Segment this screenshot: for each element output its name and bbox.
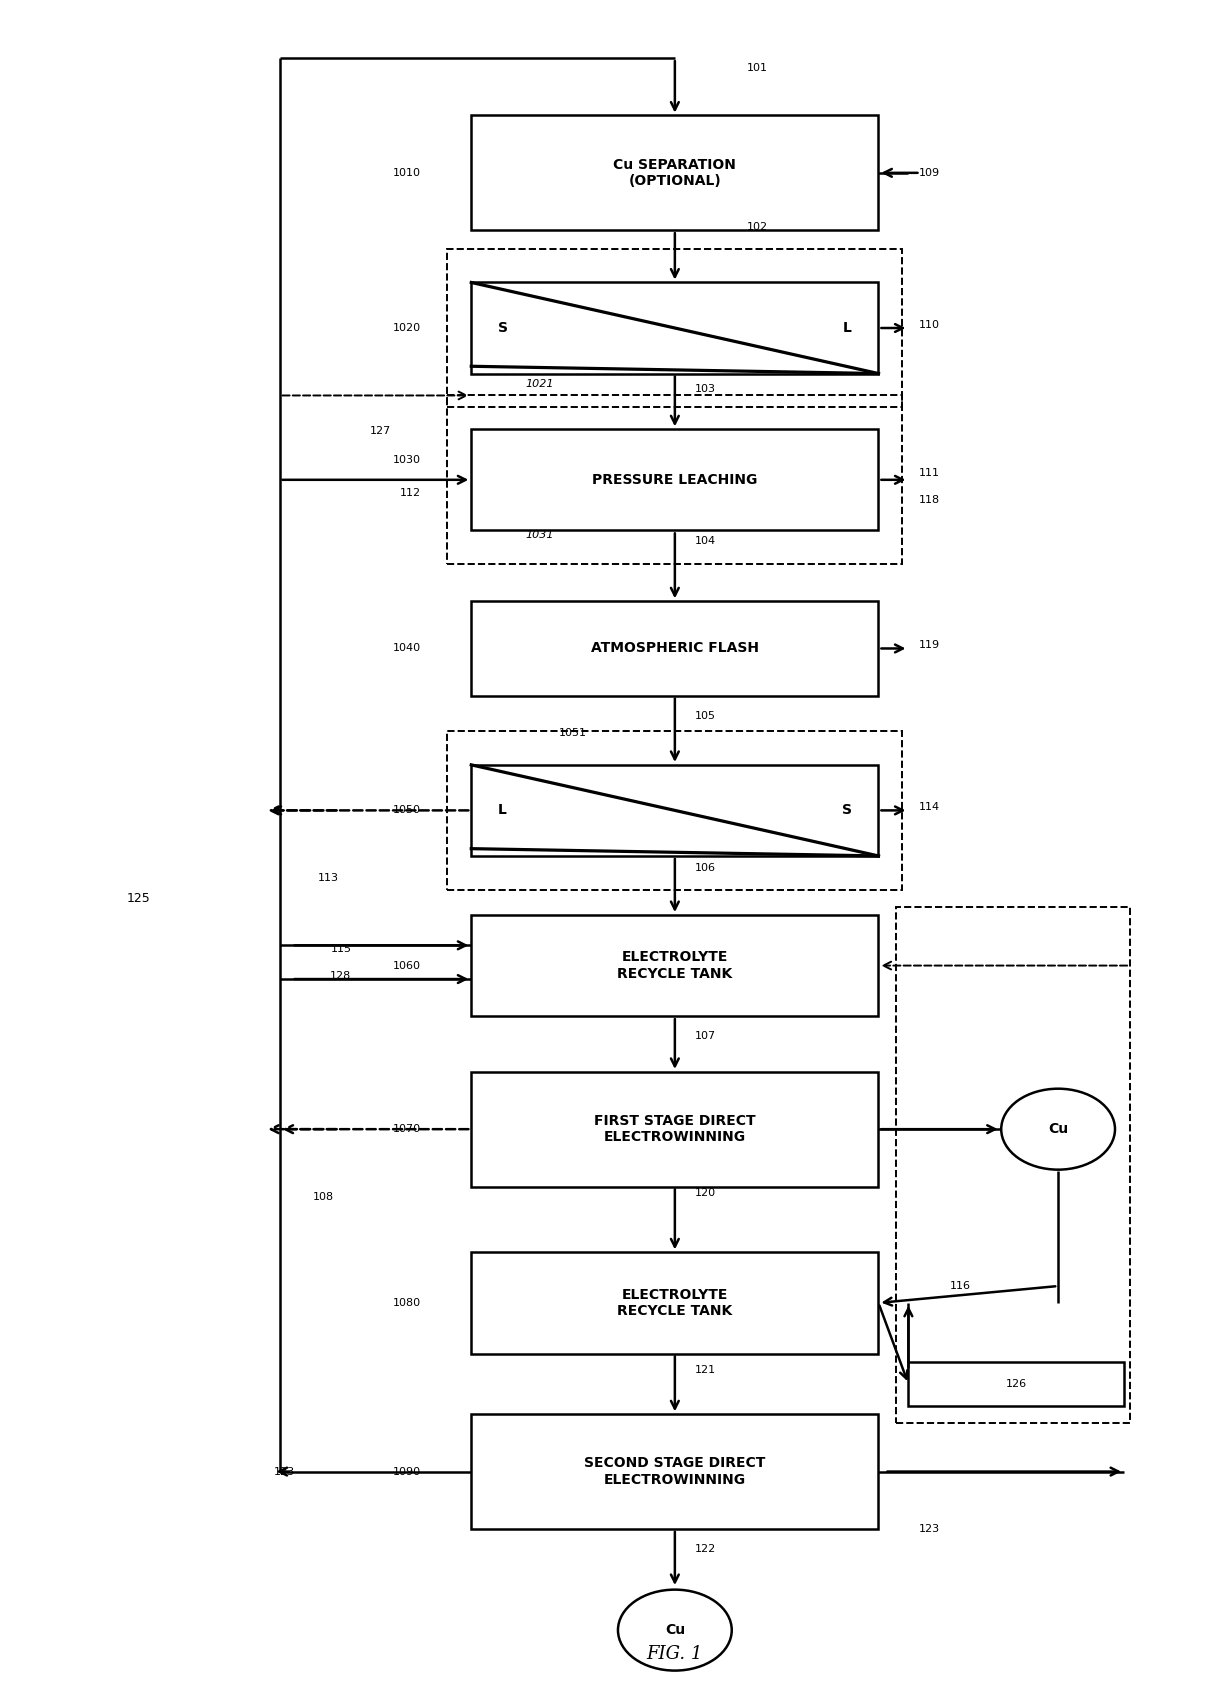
Text: 119: 119 [919, 641, 941, 651]
Text: 121: 121 [695, 1366, 716, 1375]
Text: 115: 115 [330, 944, 351, 954]
Text: 1031: 1031 [525, 531, 554, 541]
Text: PRESSURE LEACHING: PRESSURE LEACHING [592, 473, 757, 486]
FancyBboxPatch shape [472, 602, 878, 695]
Text: 113: 113 [318, 873, 339, 883]
Text: 1080: 1080 [393, 1298, 421, 1309]
Text: 1021: 1021 [525, 378, 554, 388]
FancyBboxPatch shape [472, 915, 878, 1017]
FancyBboxPatch shape [472, 283, 878, 373]
Text: 106: 106 [695, 863, 716, 873]
Text: ELECTROLYTE
RECYCLE TANK: ELECTROLYTE RECYCLE TANK [617, 1288, 732, 1319]
Ellipse shape [1001, 1088, 1116, 1170]
Text: Cu SEPARATION
(OPTIONAL): Cu SEPARATION (OPTIONAL) [614, 158, 737, 188]
Text: FIRST STAGE DIRECT
ELECTROWINNING: FIRST STAGE DIRECT ELECTROWINNING [595, 1114, 756, 1144]
Text: SECOND STAGE DIRECT
ELECTROWINNING: SECOND STAGE DIRECT ELECTROWINNING [584, 1456, 766, 1487]
Text: 122: 122 [695, 1544, 716, 1554]
Text: 123: 123 [274, 1466, 294, 1476]
FancyBboxPatch shape [472, 429, 878, 531]
Text: 1051: 1051 [558, 727, 586, 737]
Text: 120: 120 [695, 1188, 716, 1198]
Text: L: L [843, 320, 853, 336]
Text: 127: 127 [369, 425, 391, 436]
FancyBboxPatch shape [472, 764, 878, 856]
Text: 126: 126 [1006, 1378, 1026, 1388]
Text: 1090: 1090 [393, 1466, 421, 1476]
Text: 1010: 1010 [393, 168, 421, 178]
Text: 1070: 1070 [393, 1124, 421, 1134]
Text: S: S [498, 320, 508, 336]
FancyBboxPatch shape [472, 1253, 878, 1354]
Ellipse shape [617, 1590, 732, 1671]
FancyBboxPatch shape [472, 1414, 878, 1529]
Text: 104: 104 [695, 536, 716, 546]
FancyBboxPatch shape [472, 1071, 878, 1186]
Text: ELECTROLYTE
RECYCLE TANK: ELECTROLYTE RECYCLE TANK [617, 951, 732, 981]
Text: 114: 114 [919, 802, 941, 812]
FancyBboxPatch shape [472, 115, 878, 231]
Text: 102: 102 [747, 222, 768, 232]
Text: 101: 101 [747, 63, 768, 73]
Text: 116: 116 [950, 1281, 971, 1292]
Text: Cu: Cu [665, 1624, 685, 1637]
Text: FIG. 1: FIG. 1 [646, 1644, 703, 1663]
Text: 1020: 1020 [393, 324, 421, 332]
Text: 123: 123 [919, 1524, 941, 1534]
Text: 1050: 1050 [393, 805, 421, 815]
Text: 109: 109 [919, 168, 941, 178]
Text: 111: 111 [919, 468, 941, 478]
Text: 1060: 1060 [393, 961, 421, 971]
Text: Cu: Cu [1048, 1122, 1069, 1136]
Text: 128: 128 [330, 971, 351, 981]
Text: 103: 103 [695, 383, 716, 393]
Text: 118: 118 [919, 495, 941, 505]
Text: 107: 107 [695, 1031, 716, 1041]
Text: 112: 112 [400, 488, 421, 498]
Text: 125: 125 [127, 892, 150, 905]
Text: L: L [498, 803, 507, 817]
Text: 110: 110 [919, 320, 941, 329]
Text: ATMOSPHERIC FLASH: ATMOSPHERIC FLASH [591, 641, 759, 656]
FancyBboxPatch shape [908, 1363, 1124, 1405]
Text: 105: 105 [695, 710, 716, 720]
Text: 1030: 1030 [393, 454, 421, 464]
Text: S: S [842, 803, 853, 817]
Text: 108: 108 [314, 1192, 334, 1202]
Text: 1040: 1040 [393, 644, 421, 654]
